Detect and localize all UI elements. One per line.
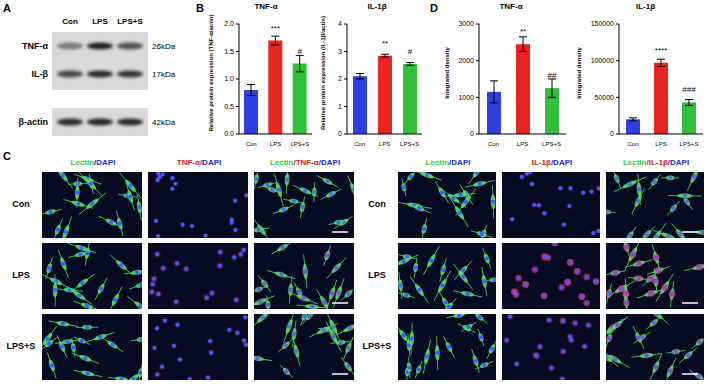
svg-text:LPS+S: LPS+S	[680, 141, 699, 147]
svg-text:LPS+S: LPS+S	[290, 141, 309, 147]
svg-text:17kDa: 17kDa	[152, 70, 176, 79]
svg-text:0: 0	[338, 130, 342, 137]
svg-text:LPS: LPS	[270, 141, 281, 147]
svg-text:#: #	[297, 47, 302, 56]
svg-text:42kDa: 42kDa	[152, 118, 176, 127]
svg-text:100000: 100000	[591, 57, 614, 64]
svg-text:LPS+S: LPS+S	[117, 17, 143, 26]
svg-text:β-actin: β-actin	[19, 117, 49, 127]
svg-text:TNF-α: TNF-α	[22, 41, 48, 51]
svg-text:LPS+S: LPS+S	[542, 141, 561, 147]
svg-text:3: 3	[338, 48, 342, 55]
svg-text:#: #	[408, 47, 413, 56]
html-text:Integrated density: Integrated density	[575, 47, 582, 99]
svg-text:LPS: LPS	[379, 141, 390, 147]
html-text:IL-1β: IL-1β	[367, 2, 387, 11]
svg-text:3000: 3000	[458, 20, 474, 27]
html-text:Con: Con	[12, 199, 30, 209]
svg-text:26kDa: 26kDa	[152, 42, 176, 51]
svg-text:50000: 50000	[595, 94, 615, 101]
svg-text:1.0: 1.0	[224, 75, 234, 82]
html-text:B: B	[196, 2, 204, 14]
svg-text:Con: Con	[627, 141, 638, 147]
svg-text:###: ###	[682, 85, 696, 94]
svg-text:IL-β: IL-β	[32, 69, 49, 79]
svg-text:150000: 150000	[591, 20, 614, 27]
html-text:LPS: LPS	[12, 270, 30, 280]
svg-text:0: 0	[470, 130, 474, 137]
html-text:Lectin /DAPI: Lectin /DAPI	[70, 158, 116, 167]
svg-text:***: ***	[271, 24, 280, 33]
html-text:IL-1β /DAPI: IL-1β /DAPI	[531, 158, 573, 167]
svg-text:1000: 1000	[458, 94, 474, 101]
html-text:Lectin /DAPI: Lectin /DAPI	[425, 158, 471, 167]
svg-text:****: ****	[655, 46, 667, 55]
html-text:Relative protein expression (I: Relative protein expression (IL-1β/actin…	[319, 16, 326, 130]
svg-text:LPS+S: LPS+S	[400, 141, 419, 147]
svg-text:LPS: LPS	[92, 17, 108, 26]
html-text:Con: Con	[368, 199, 386, 209]
svg-text:0.0: 0.0	[224, 130, 234, 137]
html-text:Relative protein expression (T: Relative protein expression (TNF-α/actin…	[207, 14, 214, 132]
html-text:Lectin /TNF-α /DAPI: Lectin /TNF-α /DAPI	[269, 158, 341, 167]
html-text:TNF-α: TNF-α	[254, 2, 278, 11]
svg-text:LPS: LPS	[655, 141, 666, 147]
svg-text:0.5: 0.5	[224, 103, 234, 110]
html-text:Lectin /IL-1β /DAPI: Lectin /IL-1β /DAPI	[622, 158, 690, 167]
html-text:Integrated density: Integrated density	[443, 47, 450, 99]
html-text:LPS+S: LPS+S	[362, 341, 392, 351]
svg-text:**: **	[382, 39, 388, 48]
svg-text:2.0: 2.0	[224, 20, 234, 27]
svg-text:LPS: LPS	[517, 141, 528, 147]
svg-text:##: ##	[548, 71, 557, 80]
svg-text:Con: Con	[354, 141, 365, 147]
svg-text:2000: 2000	[458, 57, 474, 64]
svg-text:Con: Con	[246, 141, 257, 147]
svg-text:2: 2	[338, 75, 342, 82]
svg-text:**: **	[520, 27, 526, 36]
html-text:LPS+S: LPS+S	[6, 341, 36, 351]
html-text:TNF-α: TNF-α	[499, 2, 523, 11]
html-text:D: D	[430, 2, 438, 14]
html-text:A: A	[3, 2, 11, 14]
html-text:TNF-α /DAPI: TNF-α /DAPI	[176, 158, 222, 167]
html-text:IL-1β: IL-1β	[635, 2, 655, 11]
svg-text:1.5: 1.5	[224, 48, 234, 55]
svg-text:0: 0	[610, 130, 614, 137]
html-text:C: C	[3, 150, 11, 162]
svg-text:Con: Con	[488, 141, 499, 147]
svg-text:1: 1	[338, 103, 342, 110]
svg-text:4: 4	[338, 20, 342, 27]
html-text:LPS: LPS	[368, 270, 386, 280]
svg-text:Con: Con	[62, 17, 78, 26]
